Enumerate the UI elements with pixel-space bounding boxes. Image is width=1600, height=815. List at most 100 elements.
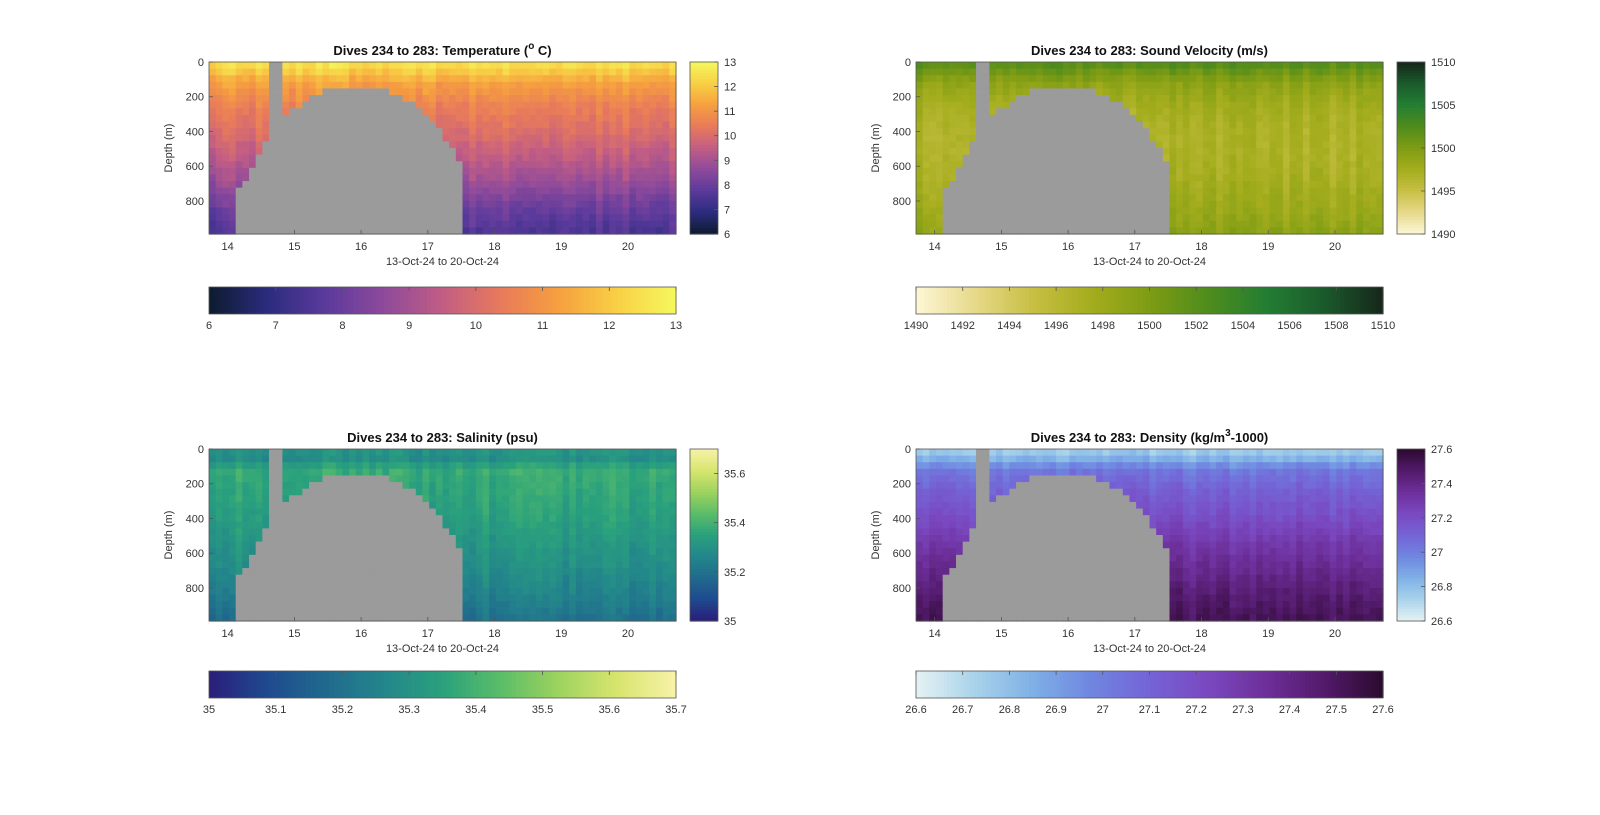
heatmap-cell: [1149, 75, 1157, 83]
colorbar-swatch: [1223, 287, 1228, 314]
heatmap-cell: [916, 181, 924, 189]
heatmap-cell: [289, 154, 297, 162]
heatmap-cell: [362, 141, 370, 149]
heatmap-cell: [1196, 207, 1204, 215]
heatmap-cells: [916, 62, 1384, 235]
heatmap-cell: [1202, 220, 1211, 228]
heatmap-cell: [569, 161, 577, 169]
heatmap-cell: [409, 121, 417, 129]
colorbar-swatch: [446, 287, 451, 314]
heatmap-cell: [1156, 187, 1164, 195]
heatmap-cell: [989, 207, 997, 215]
heatmap-cell: [1242, 148, 1251, 156]
heatmap-cell: [1309, 141, 1317, 149]
heatmap-cell: [1316, 148, 1324, 156]
heatmap-cell: [635, 81, 644, 90]
heatmap-cell: [515, 148, 524, 156]
heatmap-cell: [982, 62, 990, 70]
heatmap-cell: [462, 88, 470, 96]
heatmap-cell: [249, 587, 257, 596]
heatmap-cell: [1276, 154, 1284, 162]
colorbar-swatch: [1397, 70, 1425, 75]
heatmap-cell: [255, 194, 263, 202]
heatmap-cell: [395, 167, 404, 176]
heatmap-cell: [1142, 121, 1151, 129]
heatmap-cell: [1042, 220, 1051, 228]
heatmap-cell: [976, 148, 984, 156]
heatmap-cell: [1002, 214, 1010, 222]
heatmap-cell: [289, 515, 297, 523]
heatmap-cell: [916, 114, 924, 123]
heatmap-cell: [509, 88, 517, 96]
heatmap-cell: [255, 574, 263, 582]
heatmap-cell: [1262, 134, 1271, 142]
heatmap-cell: [1136, 108, 1144, 116]
heatmap-cell: [629, 214, 637, 222]
heatmap-cell: [1089, 62, 1097, 70]
heatmap-cell: [322, 561, 330, 569]
colorbar-swatch: [690, 193, 718, 198]
heatmap-cell: [1342, 181, 1351, 189]
heatmap-cell: [415, 488, 424, 496]
heatmap-cell: [362, 561, 370, 569]
heatmap-cell: [1309, 194, 1317, 202]
heatmap-cell: [309, 601, 317, 609]
heatmap-cell: [555, 161, 564, 169]
heatmap-cell: [355, 81, 364, 90]
heatmap-cell: [1109, 194, 1117, 202]
colorbar-swatch: [1067, 287, 1073, 314]
heatmap-cell: [936, 214, 944, 222]
heatmap-cell: [255, 81, 263, 90]
heatmap-cell: [362, 541, 370, 549]
heatmap-cell: [282, 587, 290, 596]
x-tick-label: 15: [995, 241, 1007, 253]
heatmap-cell: [409, 468, 417, 477]
heatmap-cell: [562, 181, 570, 189]
heatmap-cell: [255, 541, 263, 549]
heatmap-cell: [1276, 134, 1284, 142]
heatmap-cell: [956, 181, 964, 189]
heatmap-cell: [1082, 68, 1091, 76]
heatmap-cell: [1289, 95, 1297, 103]
colorbar-swatch: [395, 287, 401, 314]
heatmap-cell: [1196, 154, 1204, 162]
heatmap-cell: [355, 568, 364, 576]
heatmap-cell: [562, 81, 570, 90]
heatmap-cell: [382, 75, 390, 83]
heatmap-cell: [522, 194, 530, 202]
heatmap-cell: [1049, 62, 1057, 70]
heatmap-cell: [262, 81, 270, 90]
heatmap-cell: [509, 81, 517, 90]
heatmap-cell: [1176, 214, 1184, 222]
heatmap-cell: [509, 214, 517, 222]
heatmap-cell: [1176, 95, 1184, 103]
heatmap-cell: [1236, 200, 1244, 209]
heatmap-cell: [602, 207, 610, 215]
colorbar-swatch: [1180, 287, 1186, 314]
heatmap-cell: [916, 81, 924, 90]
heatmap-cell: [415, 455, 424, 463]
heatmap-cell: [1129, 62, 1137, 70]
heatmap-cell: [1229, 88, 1237, 96]
heatmap-cell: [1162, 134, 1171, 142]
heatmap-cell: [1136, 200, 1144, 209]
heatmap-cell: [1309, 62, 1317, 70]
heatmap-cell: [335, 468, 344, 477]
heatmap-cell: [575, 75, 584, 83]
heatmap-cell: [455, 101, 464, 109]
colorbar-tick-label: 1490: [1431, 229, 1455, 241]
colorbar-swatch: [559, 287, 564, 314]
heatmap-cell: [495, 220, 504, 228]
heatmap-cell: [262, 521, 270, 529]
colorbar-swatch: [1375, 287, 1380, 314]
heatmap-cell: [615, 154, 624, 162]
colorbar-swatch: [690, 90, 718, 95]
heatmap-cell: [1016, 154, 1024, 162]
heatmap-cell: [282, 488, 290, 496]
heatmap-cell: [469, 68, 477, 76]
heatmap-cell: [362, 101, 370, 109]
heatmap-cell: [1076, 167, 1084, 176]
heatmap-cell: [302, 62, 310, 70]
heatmap-cell: [229, 462, 237, 470]
heatmap-cell: [455, 207, 464, 215]
